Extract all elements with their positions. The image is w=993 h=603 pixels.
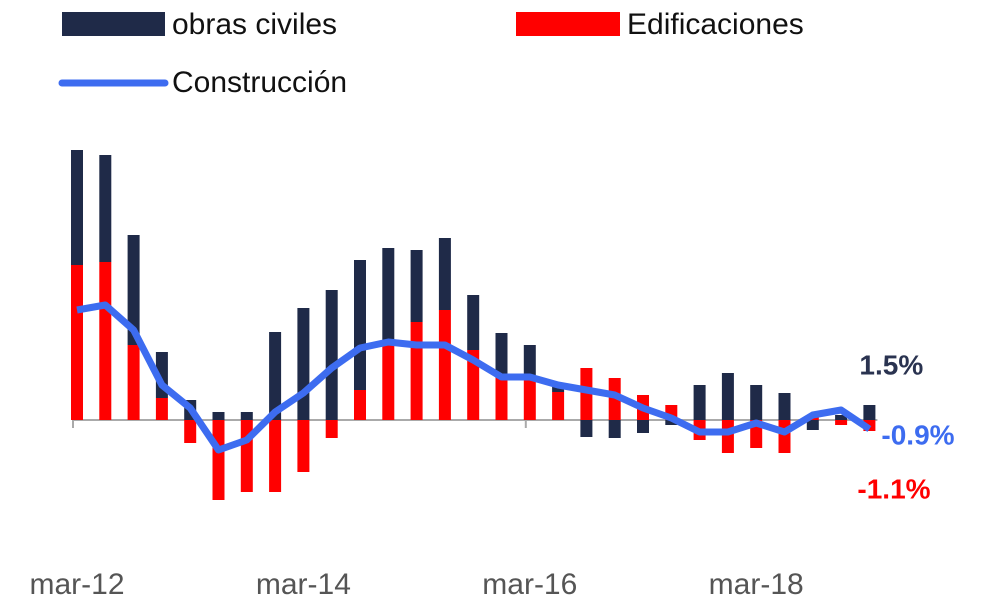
bar <box>835 420 848 425</box>
bar <box>99 155 112 262</box>
bar <box>552 392 565 420</box>
bar <box>863 405 876 420</box>
bar <box>637 420 649 433</box>
x-tick-label: mar-18 <box>709 568 804 601</box>
bar <box>495 378 508 420</box>
x-tick-label: mar-14 <box>256 568 351 601</box>
bar <box>806 420 819 430</box>
value-label: -1.1% <box>857 473 930 504</box>
bar <box>467 295 480 350</box>
bar <box>665 420 678 425</box>
bar <box>297 420 310 472</box>
bar <box>184 420 197 443</box>
bar <box>127 235 140 345</box>
x-tick-label: mar-12 <box>29 568 124 601</box>
bar <box>750 385 763 420</box>
bar <box>410 250 423 322</box>
bar <box>580 368 593 420</box>
legend-swatch <box>62 12 165 36</box>
bar <box>127 345 140 420</box>
bar <box>608 420 621 438</box>
bar <box>778 393 791 420</box>
bar <box>523 345 536 380</box>
bar <box>382 248 395 345</box>
bar <box>269 332 282 420</box>
bar <box>71 150 83 265</box>
bar <box>382 345 395 420</box>
bar <box>354 260 366 390</box>
legend-label: obras civiles <box>172 8 337 41</box>
bar <box>99 262 112 420</box>
value-label: 1.5% <box>859 349 923 380</box>
bar <box>495 333 508 378</box>
bar <box>297 308 310 420</box>
value-label: -0.9% <box>881 419 954 450</box>
bar <box>325 290 338 420</box>
bar <box>523 380 536 420</box>
bar <box>71 265 83 420</box>
bar <box>608 378 621 420</box>
bar <box>778 420 791 453</box>
bar <box>721 420 734 453</box>
bar <box>835 415 848 420</box>
bar <box>580 420 593 437</box>
bar <box>212 420 225 500</box>
bar <box>693 385 706 420</box>
bar <box>240 420 253 492</box>
bar <box>721 373 734 420</box>
bar <box>325 420 338 438</box>
legend-label: Edificaciones <box>627 8 804 41</box>
x-tick-label: mar-16 <box>482 568 577 601</box>
legend-label: Construcción <box>172 66 347 99</box>
bar <box>240 412 253 420</box>
line <box>76 301 872 454</box>
bar <box>155 398 168 420</box>
bar <box>354 390 366 420</box>
bar <box>269 420 282 492</box>
bar <box>467 350 480 420</box>
bar <box>410 322 423 420</box>
bar <box>212 412 225 420</box>
bar <box>438 238 451 310</box>
legend-swatch <box>516 12 620 36</box>
bar <box>438 310 451 420</box>
